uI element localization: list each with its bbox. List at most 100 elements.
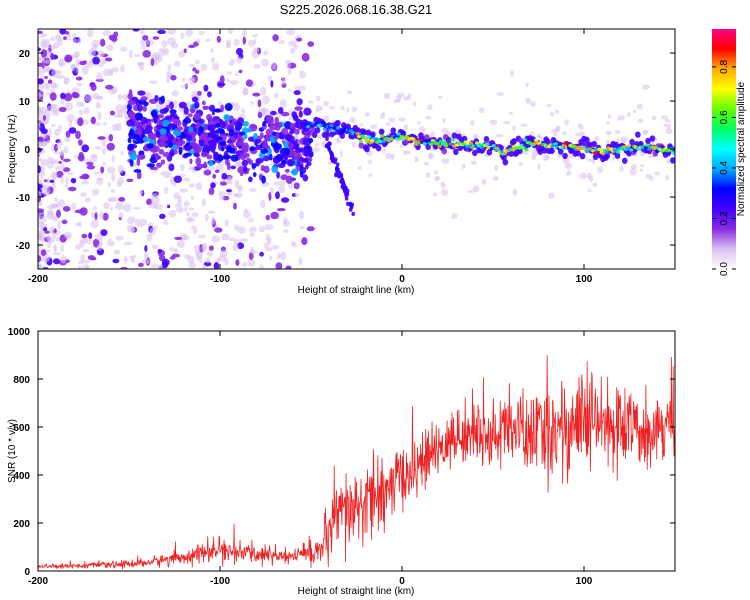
spectrogram-cell [195, 250, 204, 258]
spectrogram-cell [141, 259, 151, 265]
spectrogram-cell [441, 127, 449, 134]
spectrogram-cell [461, 164, 466, 169]
spectrogram-cell [94, 233, 104, 241]
spectrogram-cell [154, 94, 159, 102]
spectrogram-cell [397, 92, 405, 98]
spectrogram-cell [106, 142, 115, 151]
spectrogram-cell [337, 173, 341, 179]
spectrogram-cell [198, 234, 207, 239]
spectrogram-cell [243, 208, 249, 214]
spectrogram-cell [281, 127, 289, 136]
spectrogram-cell [235, 47, 244, 56]
spectrogram-cell [605, 140, 610, 144]
spectrogram-cell [41, 253, 51, 263]
spectrogram-cell [263, 50, 269, 56]
spectrogram-cell [252, 132, 258, 141]
spectrogram-cell [79, 175, 86, 180]
spectrogram-cell [72, 32, 77, 38]
spectrogram-cell [169, 256, 176, 260]
spectrogram-cell [168, 163, 175, 172]
spectrogram-cell [167, 64, 172, 72]
spectrogram-cell [226, 139, 233, 144]
spectrogram-cell [63, 231, 73, 239]
spectrogram-cell [164, 186, 169, 194]
spectrogram-cell [159, 49, 166, 57]
spectrogram-cell [162, 170, 172, 179]
spectrogram-cell [39, 167, 46, 173]
spectrogram-cell [563, 141, 568, 145]
spectrogram-cell [208, 245, 214, 251]
spectrogram-cell [434, 176, 439, 182]
x-tick-label: -100 [210, 274, 230, 285]
spectrogram-cell [264, 247, 273, 252]
spectrogram-cell [169, 149, 175, 156]
spectrogram-cell [276, 171, 280, 179]
spectrogram-cell [417, 121, 421, 125]
spectrogram-cell [379, 113, 386, 119]
spectrogram-cell [224, 219, 229, 227]
spectrogram-cell [275, 191, 280, 200]
spectrogram-cell [146, 163, 156, 168]
x-tick-label: 100 [576, 274, 593, 285]
spectrogram-cell [240, 238, 249, 243]
spectrogram-cell [450, 138, 455, 142]
spectrogram-cell [159, 213, 166, 220]
x-tick-label: -100 [210, 576, 230, 587]
spectrogram-cell [312, 146, 321, 153]
spectrogram-cell [250, 101, 254, 105]
spectrogram-cell [44, 230, 50, 234]
spectrogram-cell [208, 104, 216, 112]
spectrogram-cell [639, 168, 644, 172]
y-tick-label: 20 [19, 49, 31, 60]
spectrogram-cell [101, 139, 107, 148]
spectrogram-cell [92, 56, 100, 65]
spectrogram-cell [620, 136, 628, 143]
spectrogram-cell [220, 146, 225, 152]
spectrogram-cell [51, 109, 60, 117]
spectrogram-cell [339, 179, 343, 184]
spectrogram-cell [51, 182, 56, 186]
spectrogram-cell [584, 136, 590, 144]
spectrogram-cell [63, 36, 67, 40]
spectrogram-cell [422, 141, 427, 145]
spectrogram-cell [305, 163, 309, 170]
spectrogram-cell [571, 144, 577, 148]
spectrogram-cell [225, 189, 233, 193]
spectrogram-cell [137, 90, 146, 96]
spectrogram-cell [396, 132, 401, 136]
spectrogram-cell [232, 243, 239, 252]
spectrogram-cell [115, 235, 124, 241]
spectrogram-cell [496, 92, 505, 97]
spectrogram-cell [56, 209, 61, 218]
spectrogram-cell [160, 95, 165, 104]
spectrogram-cell [592, 182, 598, 188]
spectrogram-cell [209, 128, 216, 137]
spectrogram-cell [433, 192, 438, 197]
spectrogram-cell [606, 130, 612, 136]
spectrogram-cell [502, 159, 509, 166]
spectrogram-cell [44, 109, 51, 118]
spectrogram-cell [70, 202, 77, 211]
spectrogram-cell [191, 211, 199, 218]
spectrogram-cell [346, 201, 350, 207]
spectrogram-cell [132, 29, 140, 32]
y-tick-label: -10 [16, 193, 31, 204]
spectrogram-cell [190, 225, 196, 230]
spectrogram-cell [217, 255, 226, 262]
spectrogram-cell [314, 126, 321, 134]
spectrogram-cell [287, 142, 294, 149]
spectrogram-cell [508, 150, 514, 157]
spectrogram-cell [288, 40, 297, 47]
spectrogram-cell [308, 137, 314, 144]
spectrogram-cell [520, 146, 526, 150]
spectrogram-cell [414, 156, 419, 163]
spectrogram-cell [649, 176, 654, 182]
spectrogram-cell [265, 128, 274, 137]
spectrogram-cell [491, 144, 496, 148]
spectrogram-cell [216, 127, 225, 134]
spectrogram-cell [85, 61, 93, 69]
spectrogram-cell [153, 115, 158, 122]
spectrogram-cell [99, 211, 104, 220]
spectrogram-cell [255, 159, 260, 167]
spectrogram-cell [38, 266, 43, 269]
